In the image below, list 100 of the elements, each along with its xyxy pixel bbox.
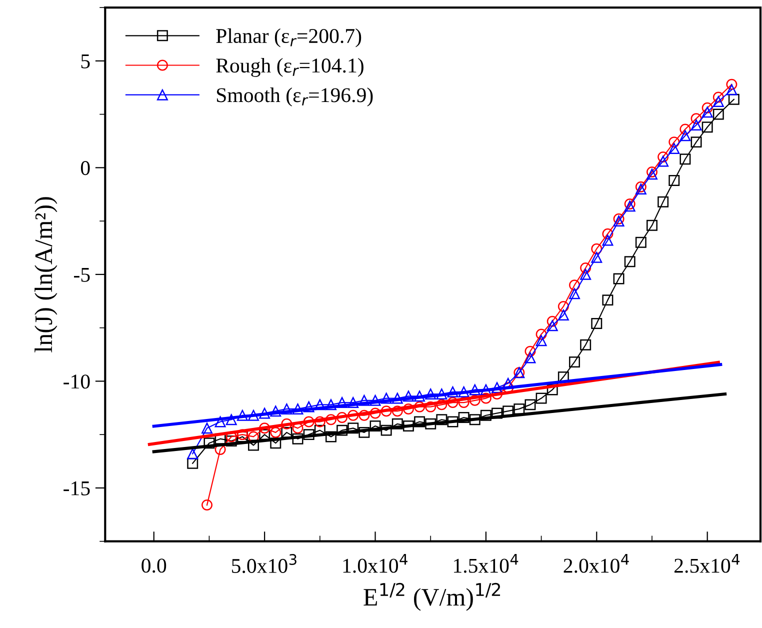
point bbox=[646, 166, 658, 178]
point bbox=[425, 401, 436, 412]
point bbox=[314, 424, 326, 436]
point bbox=[480, 410, 492, 421]
point bbox=[624, 256, 636, 268]
point bbox=[602, 228, 614, 240]
y-tick-label: -5 bbox=[74, 268, 90, 282]
point bbox=[270, 426, 282, 438]
point bbox=[635, 181, 646, 192]
point bbox=[447, 386, 458, 398]
x-tick-label: 0.0 bbox=[142, 558, 166, 573]
y-tick-label: 0 bbox=[80, 161, 90, 176]
point bbox=[558, 310, 569, 320]
point bbox=[591, 243, 602, 254]
point bbox=[712, 108, 724, 120]
point bbox=[358, 410, 370, 421]
point bbox=[325, 431, 336, 442]
point bbox=[690, 119, 702, 130]
point bbox=[187, 448, 198, 460]
point bbox=[259, 422, 270, 434]
point bbox=[702, 102, 713, 114]
point bbox=[348, 397, 359, 408]
point bbox=[680, 154, 691, 165]
point bbox=[658, 156, 669, 167]
x-tick-label: 2.0x10$^{4}$ bbox=[564, 554, 629, 573]
point bbox=[569, 356, 580, 368]
point bbox=[668, 175, 680, 186]
point bbox=[402, 390, 414, 402]
point bbox=[580, 262, 592, 274]
point bbox=[546, 316, 558, 327]
point bbox=[392, 406, 403, 417]
point bbox=[635, 184, 646, 195]
point bbox=[325, 399, 336, 410]
point bbox=[591, 252, 602, 263]
point bbox=[580, 268, 592, 280]
point bbox=[281, 418, 292, 430]
point bbox=[580, 339, 592, 350]
point bbox=[726, 84, 738, 96]
point bbox=[668, 136, 680, 148]
point bbox=[248, 410, 259, 421]
point bbox=[624, 198, 636, 210]
point bbox=[380, 392, 392, 404]
point bbox=[624, 200, 636, 212]
point bbox=[325, 414, 336, 426]
point bbox=[469, 394, 480, 406]
point bbox=[336, 424, 348, 436]
point bbox=[569, 288, 580, 300]
point bbox=[635, 236, 646, 248]
point bbox=[436, 414, 448, 426]
y-tick-label: -10 bbox=[64, 374, 90, 389]
point bbox=[502, 378, 514, 389]
point bbox=[524, 399, 536, 410]
legend-label: Planar (ε$_{r}$=200.7) bbox=[216, 28, 362, 48]
point bbox=[690, 113, 702, 124]
point bbox=[492, 408, 503, 419]
point bbox=[292, 403, 304, 414]
point bbox=[202, 422, 212, 434]
point bbox=[392, 392, 403, 404]
x-tick-label: 5.0x10$^{3}$ bbox=[232, 554, 296, 574]
point bbox=[204, 438, 215, 449]
point bbox=[392, 418, 403, 430]
point bbox=[380, 406, 392, 417]
point bbox=[348, 410, 359, 421]
point bbox=[281, 403, 292, 414]
point bbox=[358, 394, 370, 406]
point bbox=[236, 410, 248, 421]
point bbox=[658, 196, 669, 208]
point bbox=[690, 136, 702, 148]
point bbox=[214, 416, 226, 428]
point bbox=[602, 294, 614, 306]
point bbox=[303, 401, 314, 412]
point bbox=[668, 142, 680, 154]
point bbox=[314, 416, 326, 428]
point bbox=[292, 422, 304, 434]
point bbox=[646, 168, 658, 180]
point bbox=[226, 431, 237, 442]
point bbox=[514, 403, 525, 414]
point bbox=[712, 96, 724, 107]
point bbox=[348, 422, 359, 434]
x-tick-label: 2.5x10$^{4}$ bbox=[674, 554, 740, 573]
point bbox=[248, 440, 259, 451]
x-tick-label: 1.0x10$^{4}$ bbox=[343, 554, 408, 573]
point bbox=[270, 406, 282, 417]
point bbox=[270, 438, 282, 449]
point bbox=[702, 122, 713, 133]
point bbox=[726, 78, 738, 90]
point bbox=[613, 273, 624, 284]
point bbox=[402, 420, 414, 432]
point bbox=[458, 386, 470, 398]
point bbox=[336, 397, 348, 408]
point bbox=[358, 426, 370, 438]
point bbox=[447, 416, 458, 428]
point bbox=[680, 124, 691, 135]
point bbox=[613, 216, 624, 227]
legend-label: Smooth (ε$_{r}$=196.9) bbox=[216, 88, 373, 106]
point bbox=[524, 352, 536, 364]
point bbox=[336, 412, 348, 423]
point bbox=[712, 92, 724, 103]
point bbox=[569, 280, 580, 291]
point bbox=[436, 388, 448, 400]
